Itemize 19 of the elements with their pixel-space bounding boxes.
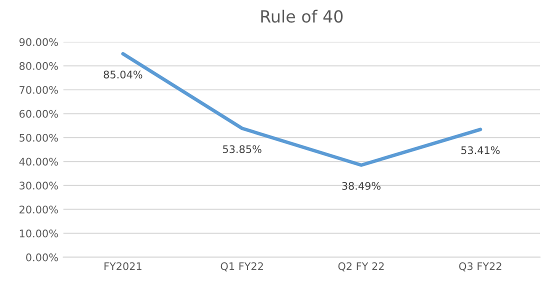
y-tick-label: 10.00% xyxy=(20,230,58,238)
data-label: 85.04% xyxy=(104,70,142,78)
y-tick-label: 40.00% xyxy=(19,158,58,166)
y-tick-label: 20.00% xyxy=(20,206,58,214)
data-label: 38.49% xyxy=(342,182,381,190)
y-tick-label: 50.00% xyxy=(20,134,58,142)
y-tick-label: 60.00% xyxy=(20,110,58,118)
x-tick-label: Q1 FY22 xyxy=(220,262,263,272)
y-tick-label: 30.00% xyxy=(20,182,58,190)
chart-title: Rule of 40 xyxy=(261,10,343,23)
data-label: 53.85% xyxy=(223,145,262,154)
x-tick-label: Q2 FY 22 xyxy=(338,262,384,272)
y-tick-label: 0.00% xyxy=(26,253,58,262)
y-tick-label: 80.00% xyxy=(19,62,58,70)
y-tick-label: 90.00% xyxy=(19,38,58,46)
data-label: 53.41% xyxy=(461,146,500,154)
x-tick-label: FY2021 xyxy=(104,262,142,270)
x-tick-label: Q3 FY22 xyxy=(459,262,502,272)
y-tick-label: 70.00% xyxy=(20,86,58,94)
